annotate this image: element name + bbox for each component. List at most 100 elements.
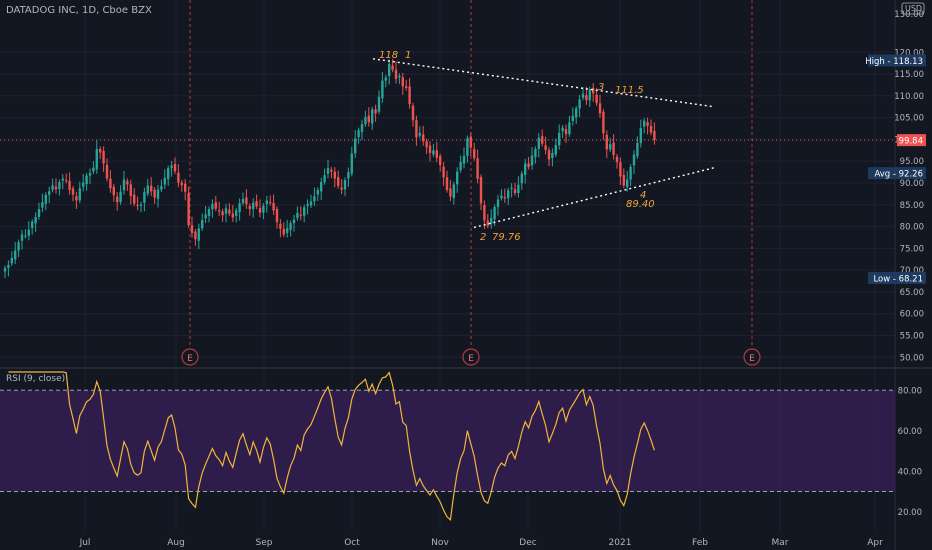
candle-body[interactable] xyxy=(303,207,306,216)
candle-body[interactable] xyxy=(503,197,506,199)
candle-body[interactable] xyxy=(442,166,445,178)
candle-body[interactable] xyxy=(10,257,13,264)
candle-body[interactable] xyxy=(75,196,78,201)
candle-body[interactable] xyxy=(112,186,115,196)
upper-trendline[interactable] xyxy=(372,58,715,108)
candle-body[interactable] xyxy=(299,214,302,216)
candle-body[interactable] xyxy=(425,141,428,148)
candle-body[interactable] xyxy=(34,216,37,224)
candle-body[interactable] xyxy=(456,171,459,185)
candle-body[interactable] xyxy=(646,122,649,126)
candle-body[interactable] xyxy=(354,138,357,154)
candle-body[interactable] xyxy=(88,172,92,176)
candle-body[interactable] xyxy=(231,213,234,218)
candle-body[interactable] xyxy=(530,155,534,166)
candle-body[interactable] xyxy=(524,163,527,175)
candle-body[interactable] xyxy=(479,177,483,204)
candle-body[interactable] xyxy=(139,204,143,206)
candle-body[interactable] xyxy=(343,179,347,190)
candle-body[interactable] xyxy=(265,200,268,205)
candle-body[interactable] xyxy=(218,210,221,212)
candle-body[interactable] xyxy=(415,120,418,138)
candle-body[interactable] xyxy=(105,164,109,179)
candle-body[interactable] xyxy=(384,77,387,81)
trendlines[interactable] xyxy=(0,58,895,229)
candle-body[interactable] xyxy=(116,196,119,203)
candle-body[interactable] xyxy=(102,150,105,164)
candle-body[interactable] xyxy=(160,186,163,190)
candle-body[interactable] xyxy=(262,205,265,213)
candle-body[interactable] xyxy=(92,167,95,172)
candle-body[interactable] xyxy=(405,86,408,89)
candle-body[interactable] xyxy=(51,185,54,190)
candle-body[interactable] xyxy=(337,177,340,187)
candle-body[interactable] xyxy=(520,173,523,184)
candle-body[interactable] xyxy=(31,221,34,229)
candle-body[interactable] xyxy=(269,201,272,204)
candle-body[interactable] xyxy=(44,194,47,204)
candle-body[interactable] xyxy=(432,150,435,155)
rsi-line[interactable] xyxy=(8,371,655,521)
candle-body[interactable] xyxy=(252,202,255,210)
candle-body[interactable] xyxy=(408,86,411,105)
candle-body[interactable] xyxy=(258,208,262,213)
candle-body[interactable] xyxy=(187,193,190,226)
candle-body[interactable] xyxy=(207,209,211,216)
candle-body[interactable] xyxy=(500,195,503,199)
candle-body[interactable] xyxy=(626,179,629,188)
candle-body[interactable] xyxy=(544,145,547,150)
candle-body[interactable] xyxy=(255,201,258,207)
candle-body[interactable] xyxy=(490,217,493,225)
candle-body[interactable] xyxy=(163,177,166,185)
candle-body[interactable] xyxy=(632,154,636,166)
candle-body[interactable] xyxy=(510,187,513,189)
candle-body[interactable] xyxy=(245,197,248,205)
candle-body[interactable] xyxy=(585,95,588,101)
candle-body[interactable] xyxy=(469,136,472,148)
candle-body[interactable] xyxy=(653,130,656,141)
candle-body[interactable] xyxy=(170,165,173,169)
candle-body[interactable] xyxy=(568,122,571,135)
candle-body[interactable] xyxy=(126,181,129,185)
price-axis[interactable]: 50.00 55.00 60.00 65.00 70.00 75.00 80.00 85.00… xyxy=(865,2,926,518)
candle-body[interactable] xyxy=(14,250,17,260)
candle-body[interactable] xyxy=(133,194,136,204)
candle-body[interactable] xyxy=(452,184,455,199)
candle-body[interactable] xyxy=(27,229,30,236)
candle-body[interactable] xyxy=(190,225,194,234)
candle-body[interactable] xyxy=(194,231,197,240)
currency-label[interactable]: USD xyxy=(905,4,922,13)
candle-body[interactable] xyxy=(156,189,160,199)
candle-body[interactable] xyxy=(221,211,224,216)
candle-body[interactable] xyxy=(282,228,285,235)
candle-body[interactable] xyxy=(551,152,554,158)
candle-body[interactable] xyxy=(374,109,377,114)
candle-body[interactable] xyxy=(394,69,398,79)
candle-body[interactable] xyxy=(558,132,561,146)
candle-body[interactable] xyxy=(65,180,68,182)
candle-body[interactable] xyxy=(367,115,370,122)
candle-body[interactable] xyxy=(537,137,540,150)
candle-body[interactable] xyxy=(483,205,486,221)
candle-body[interactable] xyxy=(340,187,343,190)
candle-body[interactable] xyxy=(439,156,442,166)
candle-body[interactable] xyxy=(78,188,81,201)
candle-body[interactable] xyxy=(527,163,530,167)
candle-body[interactable] xyxy=(306,203,309,206)
candle-body[interactable] xyxy=(643,120,646,127)
candle-body[interactable] xyxy=(605,134,608,150)
candle-body[interactable] xyxy=(82,182,85,187)
candle-body[interactable] xyxy=(411,105,415,121)
candle-body[interactable] xyxy=(204,214,207,219)
candle-body[interactable] xyxy=(228,209,231,214)
candle-body[interactable] xyxy=(462,155,466,164)
candle-body[interactable] xyxy=(422,134,425,142)
candle-body[interactable] xyxy=(330,169,333,172)
time-axis[interactable]: Jul Aug Sep Oct Nov Dec 2021 Feb Mar Apr xyxy=(79,538,884,548)
candle-body[interactable] xyxy=(564,129,568,135)
candle-body[interactable] xyxy=(602,111,605,134)
candle-body[interactable] xyxy=(323,175,326,183)
candle-body[interactable] xyxy=(609,144,612,150)
candle-body[interactable] xyxy=(211,203,214,210)
